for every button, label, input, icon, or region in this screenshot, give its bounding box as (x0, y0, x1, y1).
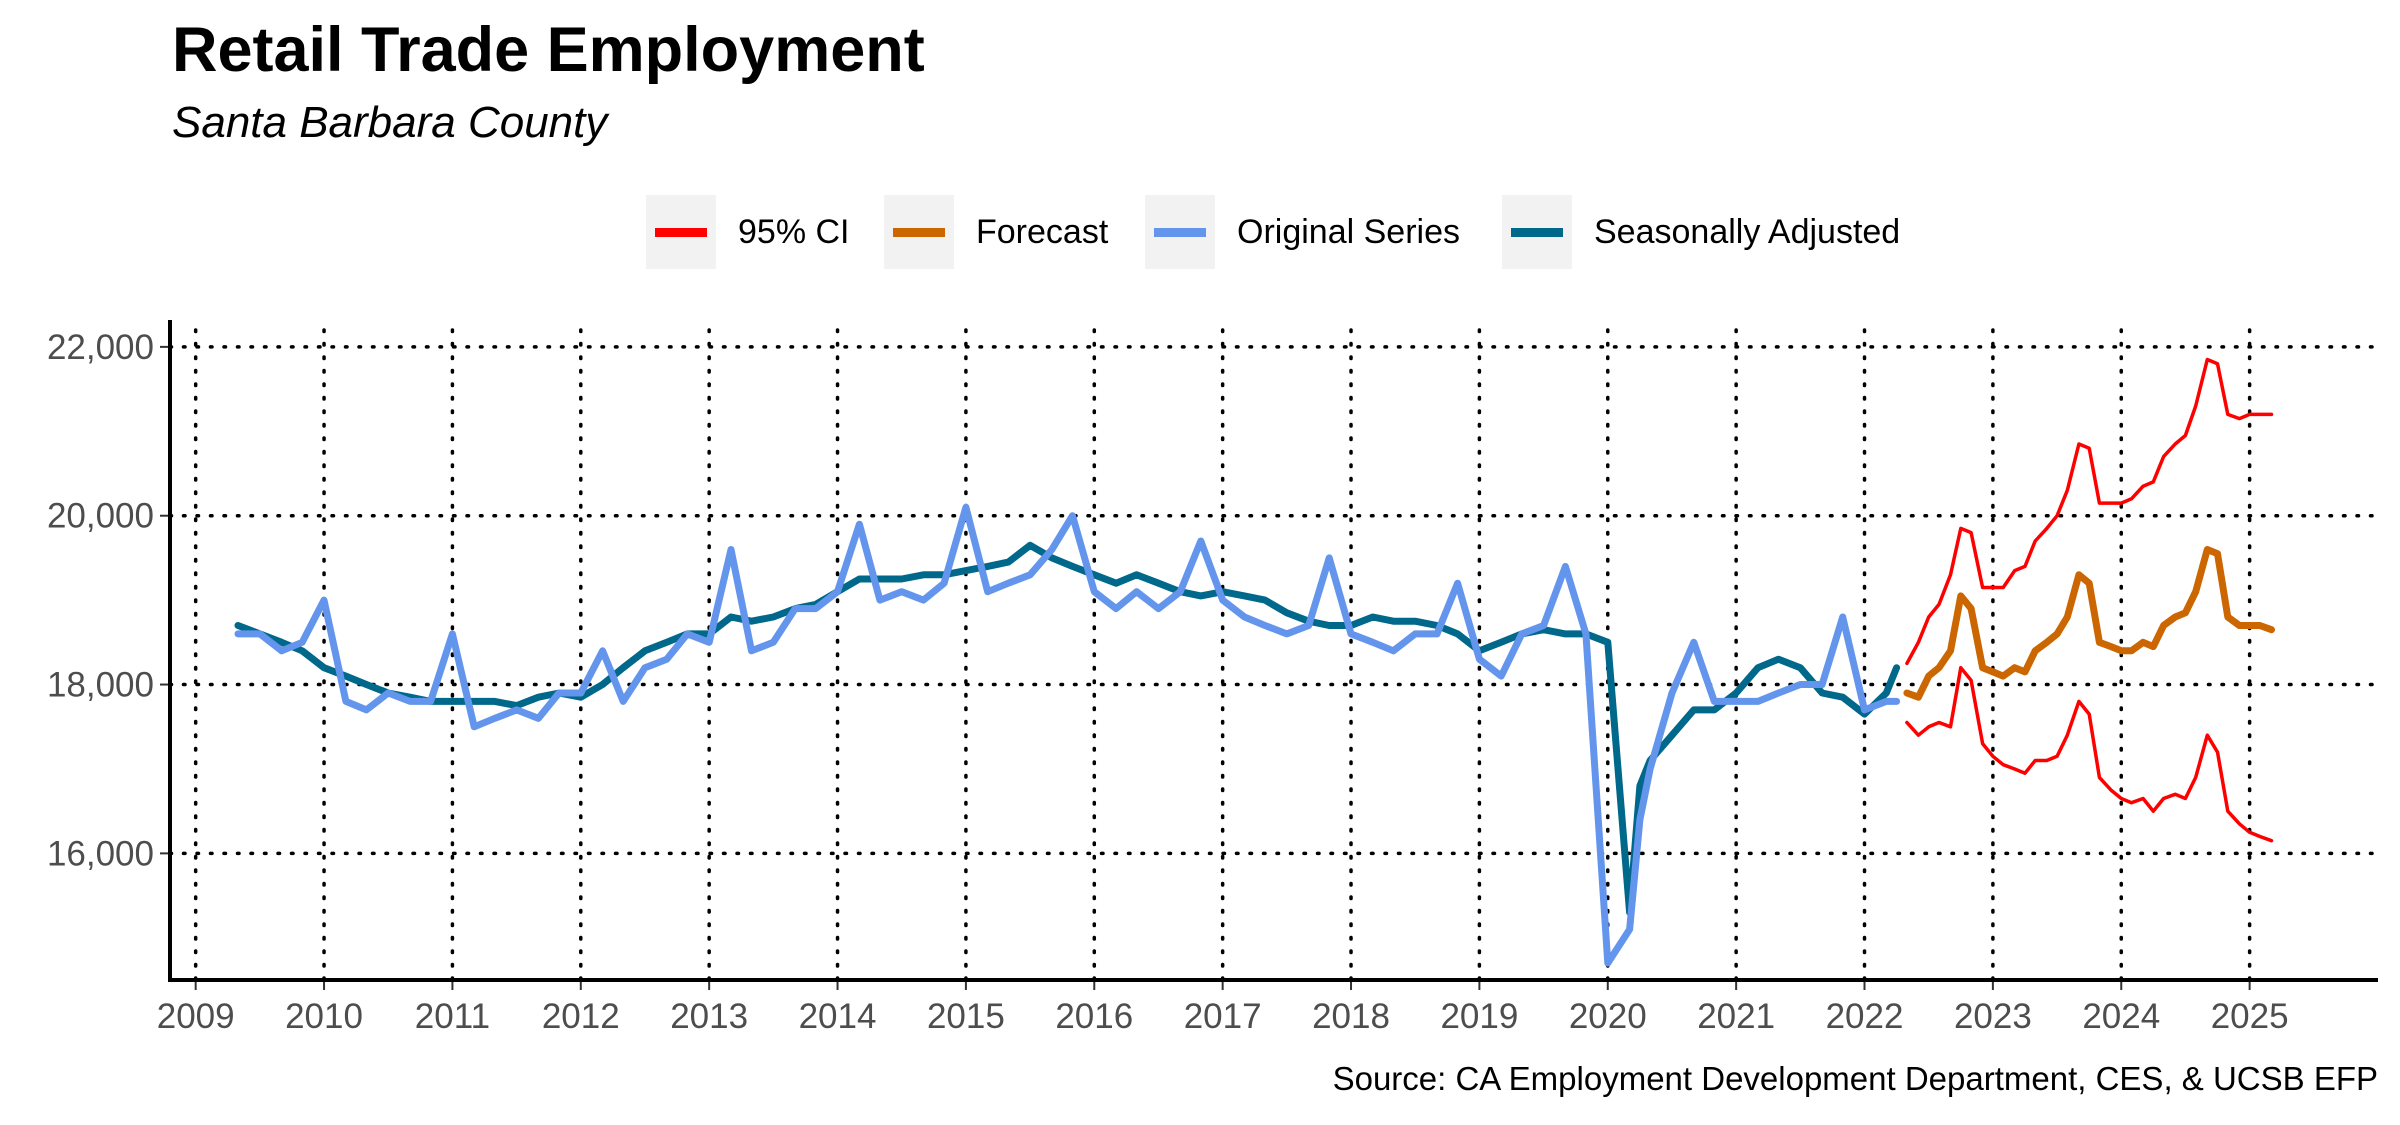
legend-item-original: Original Series (1145, 195, 1460, 269)
x-tick-label-1: 2010 (285, 997, 363, 1036)
x-tick-label-13: 2022 (1826, 997, 1904, 1036)
source-note: Source: CA Employment Development Depart… (1332, 1060, 2378, 1097)
x-axis-tick-labels: 2009 2010 2011 2012 2013 2014 2015 2016 2017 2018… (157, 997, 2289, 1036)
series-lines (234, 357, 2275, 967)
legend-label-seasonal: Seasonally Adjusted (1594, 212, 1901, 251)
x-tick-label-10: 2019 (1440, 997, 1518, 1036)
x-tick-label-4: 2013 (670, 997, 748, 1036)
chart-title: Retail Trade Employment (172, 15, 925, 85)
axes (160, 320, 2378, 990)
y-tick-label-0: 16,000 (47, 834, 154, 873)
series-line-95-ci-upper (1905, 357, 2274, 666)
x-tick-label-7: 2016 (1055, 997, 1133, 1036)
x-tick-label-2: 2011 (415, 997, 490, 1036)
y-axis-tick-labels: 16,000 18,000 20,000 22,000 (47, 328, 154, 873)
series-line-forecast (1903, 546, 2275, 701)
x-tick-label-8: 2017 (1184, 997, 1262, 1036)
legend-label-forecast: Forecast (976, 212, 1109, 251)
legend-swatch-original (1154, 228, 1206, 237)
chart-legend: 95% CI Forecast Original Series Seasonal… (0, 195, 2400, 275)
x-tick-label-12: 2021 (1697, 997, 1775, 1036)
grid-lines (168, 328, 2380, 982)
legend-key-seasonal (1502, 195, 1572, 269)
x-tick-label-14: 2023 (1954, 997, 2032, 1036)
x-tick-label-15: 2024 (2082, 997, 2160, 1036)
legend-key-original (1145, 195, 1215, 269)
series-line-seasonally-adjusted (234, 541, 1901, 916)
x-tick-label-5: 2014 (799, 997, 877, 1036)
legend-label-original: Original Series (1237, 212, 1460, 251)
legend-item-ci: 95% CI (646, 195, 850, 269)
y-tick-label-2: 20,000 (47, 497, 154, 536)
legend-label-ci: 95% CI (738, 212, 850, 251)
legend-item-seasonal: Seasonally Adjusted (1502, 195, 1900, 269)
series-line-original-series (234, 503, 1901, 967)
x-tick-label-0: 2009 (157, 997, 235, 1036)
y-tick-label-3: 22,000 (47, 328, 154, 367)
legend-swatch-ci (655, 228, 707, 237)
chart-subtitle: Santa Barbara County (172, 98, 608, 147)
x-tick-label-9: 2018 (1312, 997, 1390, 1036)
legend-key-ci (646, 195, 716, 269)
x-tick-label-3: 2012 (542, 997, 620, 1036)
y-tick-label-1: 18,000 (47, 666, 154, 705)
x-tick-label-16: 2025 (2211, 997, 2289, 1036)
legend-swatch-forecast (893, 228, 945, 237)
series-line-95-ci-lower (1905, 665, 2274, 843)
x-tick-label-6: 2015 (927, 997, 1005, 1036)
legend-item-forecast: Forecast (884, 195, 1108, 269)
x-tick-label-11: 2020 (1569, 997, 1647, 1036)
legend-swatch-seasonal (1511, 228, 1563, 237)
legend-key-forecast (884, 195, 954, 269)
